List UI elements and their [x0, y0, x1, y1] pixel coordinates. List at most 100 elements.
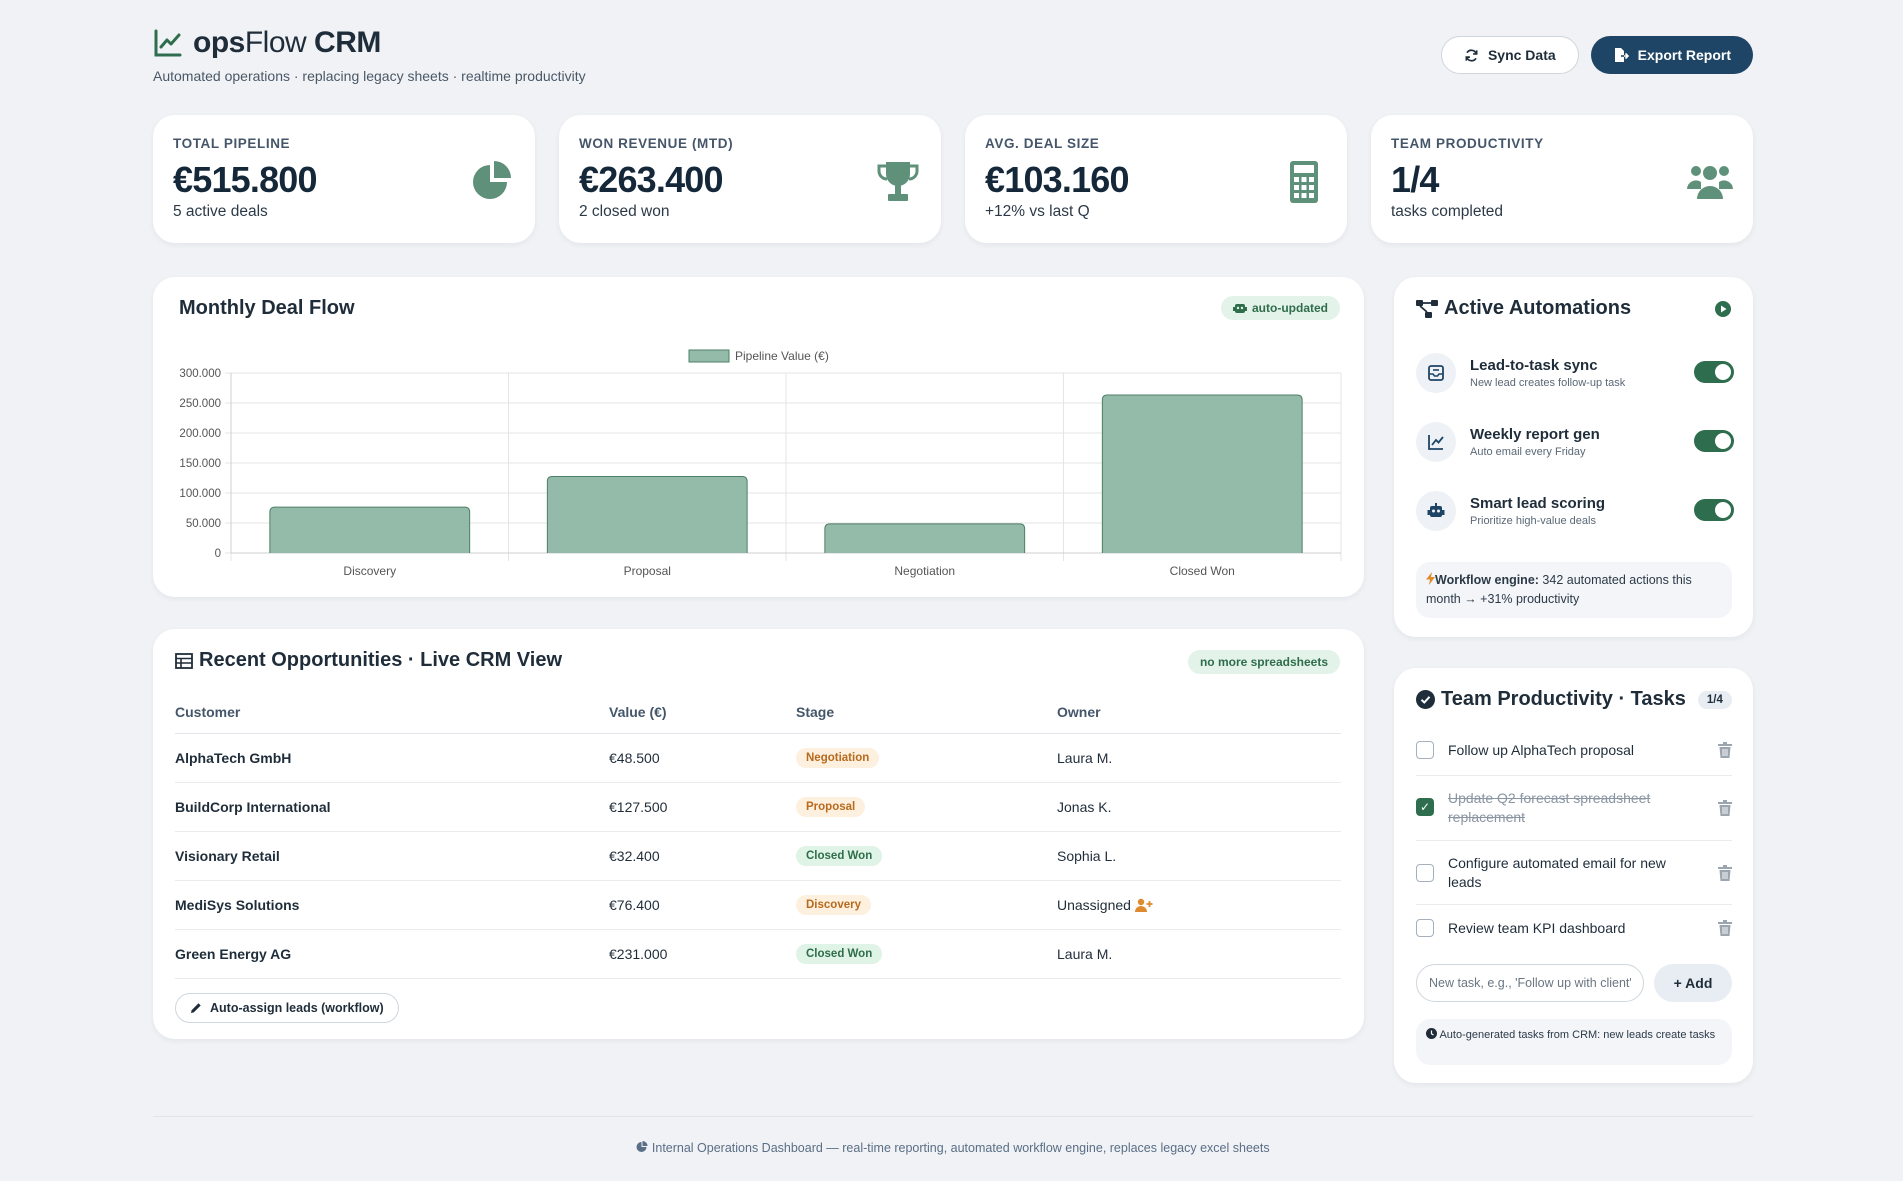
- automation-item-lead-sync: Lead-to-task sync New lead creates follo…: [1416, 353, 1734, 397]
- calculator-icon: [1290, 161, 1318, 203]
- trash-icon[interactable]: [1718, 920, 1732, 936]
- kpi-value: €103.160: [985, 159, 1130, 200]
- workflow-engine-info: Workflow engine: 342 automated actions t…: [1416, 562, 1732, 618]
- table-row[interactable]: AlphaTech GmbH €48.500 Negotiation Laura…: [175, 733, 1341, 783]
- task-item: Follow up AlphaTech proposal: [1416, 725, 1732, 776]
- cell-stage: Proposal: [796, 782, 1057, 832]
- robot-icon: [1427, 503, 1445, 517]
- export-report-button[interactable]: Export Report: [1590, 36, 1753, 74]
- auto-tasks-note: Auto-generated tasks from CRM: new leads…: [1416, 1019, 1732, 1065]
- col-customer[interactable]: Customer: [175, 691, 609, 734]
- kpi-row: TOTAL PIPELINE €515.800 5 active deals W…: [153, 115, 1753, 243]
- stage-badge: Proposal: [796, 796, 866, 817]
- col-owner[interactable]: Owner: [1057, 691, 1341, 734]
- sync-data-label: Sync Data: [1487, 47, 1556, 63]
- automation-toggle[interactable]: [1694, 499, 1734, 521]
- cell-customer: MediSys Solutions: [175, 880, 609, 930]
- y-tick-label: 300.000: [179, 368, 221, 380]
- task-checkbox[interactable]: [1416, 741, 1434, 759]
- table-row[interactable]: BuildCorp International €127.500 Proposa…: [175, 782, 1341, 832]
- cell-owner: Laura M.: [1057, 929, 1341, 979]
- x-tick-label: Negotiation: [894, 564, 955, 578]
- kpi-sub: +12% vs last Q: [985, 203, 1090, 220]
- cell-stage: Closed Won: [796, 929, 1057, 979]
- cell-owner: Unassigned: [1057, 880, 1341, 930]
- col-stage[interactable]: Stage: [796, 691, 1057, 734]
- automations-card: Active Automations Lead-to-task sync New…: [1394, 277, 1753, 637]
- header-actions: Sync Data Export Report: [1440, 36, 1753, 74]
- auto-updated-badge: auto-updated: [1221, 296, 1340, 320]
- trash-icon[interactable]: [1718, 742, 1732, 758]
- legend-swatch: [688, 349, 730, 363]
- automation-toggle[interactable]: [1694, 430, 1734, 452]
- auto-tasks-note-text: Auto-generated tasks from CRM: new leads…: [1439, 1029, 1716, 1041]
- auto-updated-label: auto-updated: [1252, 301, 1328, 315]
- sync-data-button[interactable]: Sync Data: [1440, 36, 1579, 74]
- new-task-input[interactable]: [1416, 964, 1644, 1002]
- brand-ops: ops: [193, 26, 245, 59]
- table-card-header: Recent Opportunities · Live CRM View: [175, 649, 562, 672]
- task-checkbox-checked[interactable]: ✓: [1416, 798, 1434, 816]
- kpi-value: €263.400: [579, 159, 724, 200]
- trophy-icon: [877, 162, 919, 201]
- sync-icon: [1465, 48, 1478, 62]
- task-checkbox[interactable]: [1416, 864, 1434, 882]
- y-tick-label: 50.000: [186, 518, 221, 530]
- trash-icon[interactable]: [1718, 800, 1732, 816]
- automation-item-weekly-report: Weekly report gen Auto email every Frida…: [1416, 422, 1734, 466]
- pie-chart-icon: [473, 161, 511, 199]
- cell-customer: Visionary Retail: [175, 831, 609, 881]
- file-export-icon: [1614, 48, 1629, 62]
- kpi-total-pipeline: TOTAL PIPELINE €515.800 5 active deals: [153, 115, 535, 243]
- automation-toggle[interactable]: [1694, 361, 1734, 383]
- cell-value: €48.500: [609, 733, 796, 783]
- automations-title: Active Automations: [1444, 297, 1632, 319]
- y-tick-label: 150.000: [179, 458, 221, 470]
- pencil-icon: [191, 1003, 201, 1013]
- task-item: Configure automated email for new leads: [1416, 841, 1732, 905]
- cell-owner: Laura M.: [1057, 733, 1341, 783]
- cell-value: €76.400: [609, 880, 796, 930]
- task-checkbox[interactable]: [1416, 919, 1434, 937]
- export-report-label: Export Report: [1637, 47, 1731, 63]
- table-row[interactable]: Visionary Retail €32.400 Closed Won Soph…: [175, 831, 1341, 881]
- no-spreadsheets-badge: no more spreadsheets: [1187, 650, 1340, 674]
- pie-chart-icon: [636, 1141, 648, 1152]
- tasks-header: Team Productivity · Tasks 1/4: [1416, 688, 1732, 711]
- cell-stage: Closed Won: [796, 831, 1057, 881]
- task-item: Review team KPI dashboard: [1416, 905, 1732, 955]
- cell-value: €127.500: [609, 782, 796, 832]
- kpi-label: AVG. DEAL SIZE: [985, 136, 1100, 151]
- automation-icon-wrap: [1416, 491, 1456, 531]
- check-circle-icon: [1416, 690, 1435, 709]
- bar-negotiation: [824, 523, 1026, 553]
- table-row[interactable]: MediSys Solutions €76.400 Discovery Unas…: [175, 880, 1341, 930]
- x-tick-label: Proposal: [624, 564, 671, 578]
- automation-desc: Auto email every Friday: [1470, 446, 1586, 458]
- y-tick-label: 250.000: [179, 398, 221, 410]
- auto-assign-button[interactable]: Auto-assign leads (workflow): [175, 993, 399, 1023]
- table-row[interactable]: Green Energy AG €231.000 Closed Won Laur…: [175, 929, 1341, 979]
- x-tick-label: Closed Won: [1170, 564, 1235, 578]
- y-tick-label: 100.000: [179, 488, 221, 500]
- users-icon: [1687, 166, 1733, 199]
- trash-icon[interactable]: [1718, 865, 1732, 881]
- bolt-icon: [1426, 572, 1435, 585]
- tasks-title: Team Productivity · Tasks: [1441, 688, 1686, 710]
- add-task-button[interactable]: + Add: [1654, 964, 1732, 1002]
- assign-user-icon[interactable]: [1134, 898, 1153, 912]
- cell-value: €32.400: [609, 831, 796, 881]
- col-value[interactable]: Value (€): [609, 691, 796, 734]
- kpi-value: €515.800: [173, 159, 318, 200]
- kpi-sub: 2 closed won: [579, 203, 670, 220]
- task-item: ✓ Update Q2 forecast spreadsheet replace…: [1416, 776, 1732, 841]
- stage-badge: Closed Won: [796, 845, 883, 866]
- automation-icon-wrap: [1416, 353, 1456, 393]
- stage-badge: Closed Won: [796, 943, 883, 964]
- automation-name: Weekly report gen: [1470, 426, 1600, 443]
- line-chart-icon: [154, 29, 182, 57]
- kpi-team-productivity: TEAM PRODUCTIVITY 1/4 tasks completed: [1371, 115, 1753, 243]
- cell-stage: Negotiation: [796, 733, 1057, 783]
- play-circle-icon[interactable]: [1715, 301, 1731, 317]
- kpi-avg-deal-size: AVG. DEAL SIZE €103.160 +12% vs last Q: [965, 115, 1347, 243]
